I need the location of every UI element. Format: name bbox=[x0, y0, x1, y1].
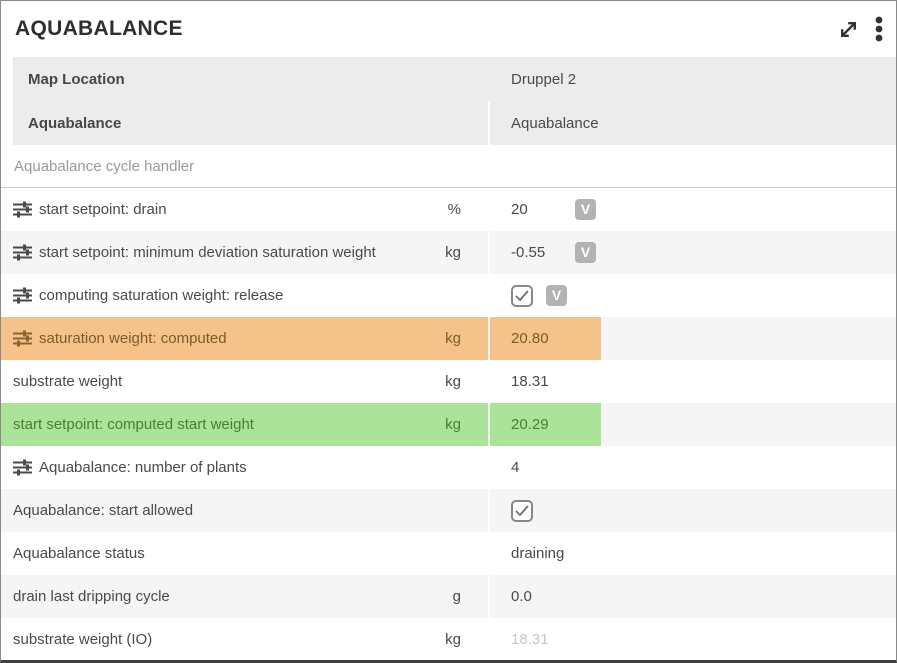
row-unit: kg bbox=[438, 317, 488, 360]
table-row[interactable]: Aquabalance: number of plants 4 bbox=[1, 446, 896, 489]
row-unit: kg bbox=[438, 403, 488, 446]
expand-icon[interactable] bbox=[836, 17, 861, 42]
v-badge[interactable]: V bbox=[546, 285, 567, 306]
row-label: substrate weight bbox=[13, 373, 123, 390]
row-unit bbox=[438, 446, 488, 489]
table-row: drain last dripping cycle g 0.0 bbox=[1, 575, 896, 618]
row-unit bbox=[438, 489, 488, 532]
table-row: substrate weight (IO) kg 18.31 bbox=[1, 618, 896, 660]
sliders-icon bbox=[13, 287, 32, 304]
row-label: substrate weight (IO) bbox=[13, 631, 153, 648]
row-unit bbox=[438, 274, 488, 317]
table-row[interactable]: computing saturation weight: release V bbox=[1, 274, 896, 317]
row-unit: kg bbox=[445, 244, 461, 261]
table-row: Aquabalance status draining bbox=[1, 532, 896, 575]
row-label: start setpoint: computed start weight bbox=[13, 416, 254, 433]
checkbox-checked[interactable] bbox=[511, 499, 533, 522]
table-row[interactable]: saturation weight: computed kg 20.80 bbox=[1, 317, 896, 360]
row-label: Aquabalance: start allowed bbox=[13, 502, 194, 519]
table-row: start setpoint: computed start weight kg… bbox=[1, 403, 896, 446]
table-row[interactable]: Aquabalance: start allowed bbox=[1, 489, 896, 532]
sliders-icon bbox=[13, 330, 32, 347]
row-label: Aquabalance status bbox=[13, 545, 145, 562]
row-label: drain last dripping cycle bbox=[13, 588, 170, 605]
panel-title: AQUABALANCE bbox=[15, 17, 183, 40]
header-icons bbox=[836, 15, 884, 43]
row-filler bbox=[601, 231, 896, 274]
row-filler bbox=[601, 188, 896, 231]
row-value: draining bbox=[511, 545, 565, 562]
info-label: Map Location bbox=[28, 70, 125, 88]
panel-header: AQUABALANCE bbox=[1, 1, 896, 57]
row-label: Aquabalance: number of plants bbox=[39, 459, 247, 476]
row-filler bbox=[601, 360, 896, 403]
row-value: 18.31 bbox=[511, 373, 549, 390]
sliders-icon bbox=[13, 201, 32, 218]
row-unit: g bbox=[452, 588, 461, 605]
info-table: Map Location Druppel 2 Aquabalance Aquab… bbox=[13, 57, 896, 145]
sliders-icon bbox=[13, 459, 32, 476]
row-filler bbox=[601, 274, 896, 317]
info-value: Druppel 2 bbox=[511, 70, 577, 88]
row-filler bbox=[601, 575, 896, 618]
row-label: computing saturation weight: release bbox=[39, 287, 284, 304]
row-value: -0.55 bbox=[511, 244, 546, 261]
table-row[interactable]: start setpoint: drain % 20 V bbox=[1, 188, 896, 231]
kebab-menu-icon[interactable] bbox=[874, 15, 884, 43]
parameter-table: start setpoint: drain % 20 V start setpo… bbox=[1, 188, 896, 660]
v-badge[interactable]: V bbox=[575, 242, 596, 263]
section-header: Aquabalance cycle handler bbox=[1, 145, 896, 188]
row-filler bbox=[601, 489, 896, 532]
info-row-map-location: Map Location Druppel 2 bbox=[13, 57, 896, 101]
info-value: Aquabalance bbox=[488, 101, 896, 145]
row-filler bbox=[601, 532, 896, 575]
row-label: saturation weight: computed bbox=[39, 330, 227, 347]
row-value: 20.29 bbox=[511, 416, 549, 433]
row-label: start setpoint: minimum deviation satura… bbox=[39, 244, 376, 261]
row-unit: kg bbox=[445, 373, 461, 390]
row-value: 20 bbox=[511, 201, 528, 218]
info-label: Aquabalance bbox=[28, 114, 122, 132]
row-unit: kg bbox=[445, 631, 461, 648]
v-badge[interactable]: V bbox=[575, 199, 596, 220]
sliders-icon bbox=[13, 244, 32, 261]
row-filler bbox=[601, 317, 896, 360]
table-row: substrate weight kg 18.31 bbox=[1, 360, 896, 403]
row-label: start setpoint: drain bbox=[39, 201, 167, 218]
table-row[interactable]: start setpoint: minimum deviation satura… bbox=[1, 231, 896, 274]
row-filler bbox=[601, 446, 896, 489]
row-unit: % bbox=[447, 201, 461, 218]
row-value: 20.80 bbox=[511, 330, 549, 347]
checkbox-checked[interactable] bbox=[511, 284, 533, 307]
row-unit bbox=[438, 532, 488, 575]
row-value: 0.0 bbox=[511, 588, 532, 605]
row-filler bbox=[601, 403, 896, 446]
info-row-aquabalance: Aquabalance Aquabalance bbox=[13, 101, 896, 145]
row-value: 18.31 bbox=[511, 631, 549, 648]
row-value: 4 bbox=[511, 459, 520, 476]
row-filler bbox=[601, 618, 896, 660]
